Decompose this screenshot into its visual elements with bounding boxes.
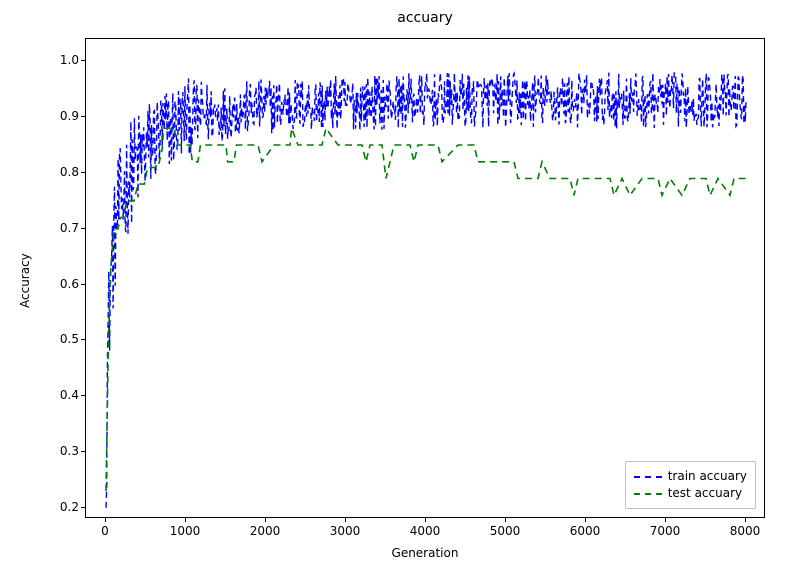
y-tick-label: 0.9 <box>49 109 79 123</box>
x-tick-mark <box>745 518 746 522</box>
y-tick-mark <box>81 507 85 508</box>
legend: train accuary test accuary <box>625 461 756 509</box>
x-tick-mark <box>425 518 426 522</box>
series-test-accuary <box>86 39 765 518</box>
y-tick-label: 0.6 <box>49 277 79 291</box>
x-tick-label: 7000 <box>650 524 681 538</box>
y-tick-label: 0.8 <box>49 165 79 179</box>
y-tick-mark <box>81 172 85 173</box>
x-tick-mark <box>665 518 666 522</box>
x-tick-label: 0 <box>101 524 109 538</box>
legend-swatch-test <box>634 493 662 495</box>
x-tick-label: 8000 <box>730 524 761 538</box>
y-tick-mark <box>81 60 85 61</box>
x-tick-label: 5000 <box>490 524 521 538</box>
y-tick-mark <box>81 339 85 340</box>
x-tick-mark <box>265 518 266 522</box>
figure: accuary train accuary test accuary Accur… <box>0 0 785 580</box>
plot-area: train accuary test accuary <box>85 38 765 518</box>
legend-label-test: test accuary <box>668 485 742 502</box>
y-tick-mark <box>81 395 85 396</box>
x-tick-mark <box>105 518 106 522</box>
y-tick-mark <box>81 451 85 452</box>
y-tick-mark <box>81 116 85 117</box>
y-tick-label: 0.2 <box>49 500 79 514</box>
y-tick-label: 0.7 <box>49 221 79 235</box>
x-tick-mark <box>345 518 346 522</box>
y-tick-label: 0.4 <box>49 388 79 402</box>
x-tick-mark <box>185 518 186 522</box>
legend-label-train: train accuary <box>668 468 747 485</box>
y-axis-label: Accuracy <box>18 253 32 308</box>
legend-item-train: train accuary <box>634 468 747 485</box>
x-tick-label: 4000 <box>410 524 441 538</box>
y-tick-label: 0.3 <box>49 444 79 458</box>
legend-item-test: test accuary <box>634 485 747 502</box>
y-tick-label: 0.5 <box>49 332 79 346</box>
y-tick-label: 1.0 <box>49 53 79 67</box>
x-tick-label: 3000 <box>330 524 361 538</box>
x-tick-mark <box>585 518 586 522</box>
y-tick-mark <box>81 284 85 285</box>
x-tick-label: 6000 <box>570 524 601 538</box>
chart-title: accuary <box>85 10 765 26</box>
x-axis-label: Generation <box>85 546 765 560</box>
legend-swatch-train <box>634 476 662 478</box>
x-tick-mark <box>505 518 506 522</box>
x-tick-label: 1000 <box>170 524 201 538</box>
y-tick-mark <box>81 228 85 229</box>
x-tick-label: 2000 <box>250 524 281 538</box>
